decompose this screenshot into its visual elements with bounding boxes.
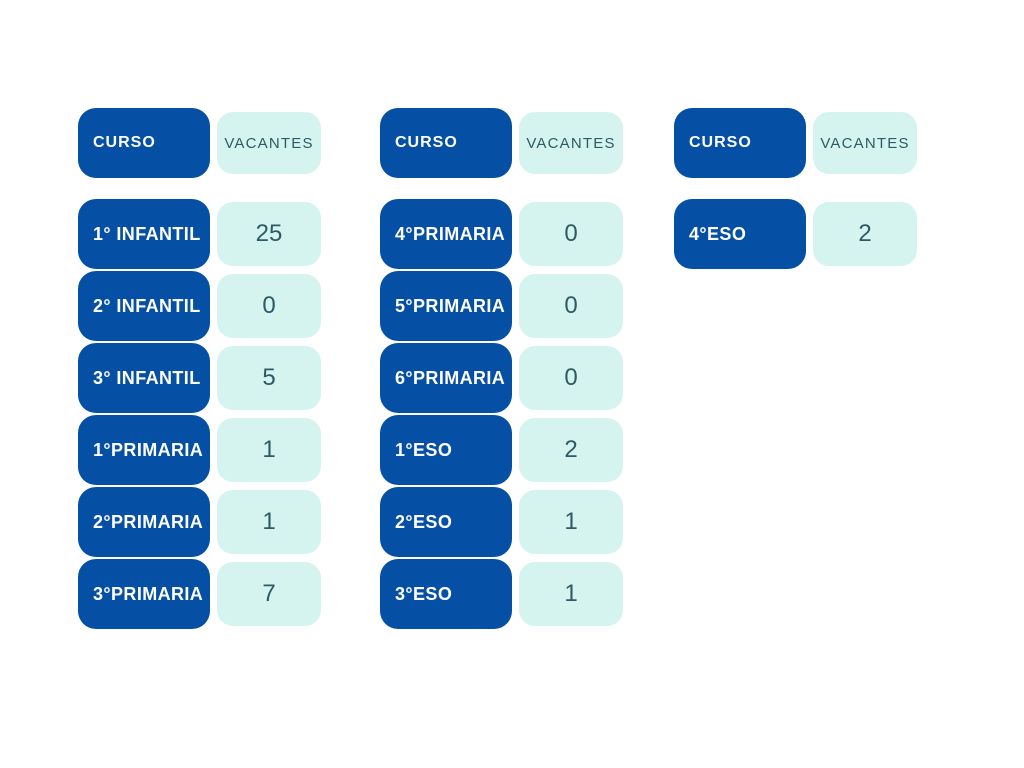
table-row: 1°ESO 2 (380, 415, 623, 485)
table-row: 5°PRIMARIA 0 (380, 271, 623, 341)
curso-header-cell: CURSO (380, 108, 512, 178)
table-row: 4°PRIMARIA 0 (380, 199, 623, 269)
vacantes-value-cell: 0 (519, 202, 623, 266)
table-row: 2° INFANTIL 0 (78, 271, 321, 341)
vacantes-header-cell: VACANTES (217, 112, 321, 174)
curso-cell: 2°PRIMARIA (78, 487, 210, 557)
vacantes-value-cell: 1 (217, 490, 321, 554)
vacantes-value-cell: 1 (217, 418, 321, 482)
curso-cell: 6°PRIMARIA (380, 343, 512, 413)
vacantes-value-cell: 7 (217, 562, 321, 626)
vacantes-value-cell: 2 (519, 418, 623, 482)
vacancies-table-2: CURSO VACANTES 4°PRIMARIA 0 5°PRIMARIA 0… (380, 108, 623, 631)
vacantes-value-cell: 0 (519, 346, 623, 410)
curso-cell: 1°ESO (380, 415, 512, 485)
vacantes-header-cell: VACANTES (813, 112, 917, 174)
table-header-row: CURSO VACANTES (78, 108, 321, 178)
curso-cell: 2° INFANTIL (78, 271, 210, 341)
curso-cell: 4°PRIMARIA (380, 199, 512, 269)
curso-cell: 3°PRIMARIA (78, 559, 210, 629)
curso-cell: 3° INFANTIL (78, 343, 210, 413)
curso-cell: 1° INFANTIL (78, 199, 210, 269)
table-row: 1°PRIMARIA 1 (78, 415, 321, 485)
curso-cell: 4°ESO (674, 199, 806, 269)
curso-cell: 3°ESO (380, 559, 512, 629)
vacantes-value-cell: 2 (813, 202, 917, 266)
vacantes-header-cell: VACANTES (519, 112, 623, 174)
vacancies-table-1: CURSO VACANTES 1° INFANTIL 25 2° INFANTI… (78, 108, 321, 631)
vacantes-value-cell: 25 (217, 202, 321, 266)
curso-cell: 5°PRIMARIA (380, 271, 512, 341)
table-row: 2°PRIMARIA 1 (78, 487, 321, 557)
curso-cell: 2°ESO (380, 487, 512, 557)
vacantes-value-cell: 1 (519, 562, 623, 626)
vacantes-value-cell: 0 (519, 274, 623, 338)
curso-header-cell: CURSO (674, 108, 806, 178)
table-row: 2°ESO 1 (380, 487, 623, 557)
table-row: 3°ESO 1 (380, 559, 623, 629)
curso-header-cell: CURSO (78, 108, 210, 178)
table-row: 3°PRIMARIA 7 (78, 559, 321, 629)
table-row: 4°ESO 2 (674, 199, 917, 269)
table-header-row: CURSO VACANTES (380, 108, 623, 178)
table-row: 6°PRIMARIA 0 (380, 343, 623, 413)
vacantes-value-cell: 5 (217, 346, 321, 410)
table-header-row: CURSO VACANTES (674, 108, 917, 178)
table-row: 1° INFANTIL 25 (78, 199, 321, 269)
vacancies-table-3: CURSO VACANTES 4°ESO 2 (674, 108, 917, 271)
vacantes-value-cell: 1 (519, 490, 623, 554)
table-row: 3° INFANTIL 5 (78, 343, 321, 413)
vacantes-value-cell: 0 (217, 274, 321, 338)
curso-cell: 1°PRIMARIA (78, 415, 210, 485)
